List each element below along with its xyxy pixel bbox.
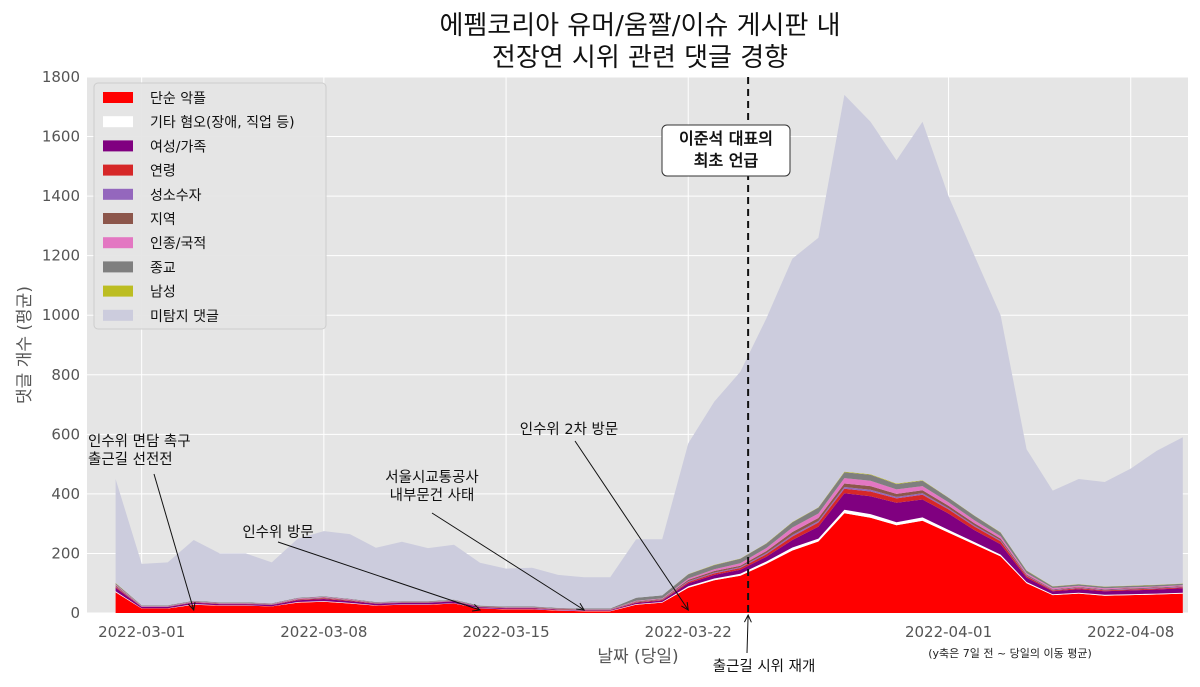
legend-label-9: 미탐지 댓글 (150, 309, 219, 325)
x-tick-label-2: 2022-03-15 (462, 623, 549, 641)
legend-label-4: 성소수자 (150, 188, 202, 204)
annotation-2-line-0: 서울시교통공사 (385, 469, 478, 486)
axis-ticks: 0 200 400 600 800 1000 1200 1400 1600 1800 2022-03… (42, 68, 1175, 641)
legend-label-7: 종교 (150, 260, 176, 276)
x-tick-label-4: 2022-04-01 (905, 623, 992, 641)
annotation-arrowhead-2 (576, 602, 586, 611)
x-tick-label-1: 2022-03-08 (280, 623, 367, 641)
annotation-0-line-1: 출근길 선전전 (88, 451, 173, 468)
legend-swatch-8 (103, 285, 133, 297)
legend-label-1: 기타 혐오(장애, 직업 등) (150, 115, 295, 131)
legend-swatch-4 (103, 188, 133, 200)
x-tick-label-5: 2022-04-08 (1087, 623, 1174, 641)
chart-note: (y축은 7일 전 ~ 당일의 이동 평균) (928, 646, 1092, 660)
annotation-box-line-1: 최초 언급 (694, 151, 759, 170)
annotation-arrowhead-3 (681, 602, 689, 611)
legend-swatch-2 (103, 140, 133, 152)
chart-title-line-2: 전장연 시위 관련 댓글 경향 (492, 43, 788, 73)
x-axis-label: 날짜 (당일) (597, 647, 678, 667)
chart-title-line-1: 에펨코리아 유머/움짤/이슈 게시판 내 (439, 11, 840, 41)
y-tick-label-5: 1000 (42, 306, 80, 324)
annotation-arrow-4 (746, 614, 749, 654)
annotation-arrowhead-0 (187, 602, 196, 612)
annotation-2-line-1: 내부문건 사태 (390, 487, 475, 504)
legend-swatch-6 (103, 237, 133, 249)
annotation-4-line-0: 출근길 시위 재개 (713, 658, 816, 675)
legend-swatch-9 (103, 309, 133, 321)
legend-swatch-7 (103, 261, 133, 273)
legend-frame (93, 82, 327, 330)
annotation-arrowhead-1 (472, 604, 482, 612)
y-tick-label-6: 1200 (42, 247, 80, 265)
legend-label-2: 여성/가족 (150, 139, 206, 155)
legend-swatch-5 (103, 213, 133, 224)
annotation-box (661, 124, 791, 177)
legend-label-0: 단순 악플 (150, 91, 206, 107)
y-axis-label: 댓글 개수 (평균) (15, 286, 35, 404)
y-tick-label-4: 800 (51, 366, 80, 384)
y-tick-label-0: 0 (70, 604, 80, 622)
y-tick-label-9: 1800 (42, 68, 80, 86)
annotation-arrow-3 (574, 440, 689, 611)
annotation-arrow-1 (277, 541, 481, 611)
x-tick-label-0: 2022-03-01 (98, 623, 185, 641)
annotation-1-line-0: 인수위 방문 (242, 524, 313, 541)
y-tick-label-7: 1400 (42, 187, 80, 205)
legend-label-8: 남성 (150, 285, 176, 301)
x-tick-label-3: 2022-03-22 (645, 623, 732, 641)
y-tick-label-8: 1600 (42, 128, 80, 146)
legend-swatch-3 (103, 164, 133, 176)
annotation-arrowhead-4 (743, 613, 752, 623)
y-tick-label-2: 400 (51, 485, 80, 503)
stacked-areas (115, 94, 1183, 613)
y-tick-label-3: 600 (51, 425, 80, 443)
annotation-box-line-0: 이준석 대표의 (679, 129, 773, 148)
area-series-0 (115, 513, 1183, 613)
legend-label-6: 인종/국적 (150, 236, 206, 252)
y-tick-label-1: 200 (51, 544, 80, 562)
legend-label-5: 지역 (150, 212, 176, 228)
annotation-arrow-0 (153, 473, 195, 611)
legend-label-3: 연령 (150, 164, 176, 180)
legend-swatch-0 (103, 92, 133, 103)
annotation-3-line-0: 인수위 2차 방문 (520, 421, 618, 438)
annotation-arrow-2 (431, 512, 585, 611)
area-series-9 (115, 94, 1183, 609)
legend-swatch-1 (103, 116, 133, 128)
annotation-0-line-0: 인수위 면담 촉구 (88, 433, 191, 450)
